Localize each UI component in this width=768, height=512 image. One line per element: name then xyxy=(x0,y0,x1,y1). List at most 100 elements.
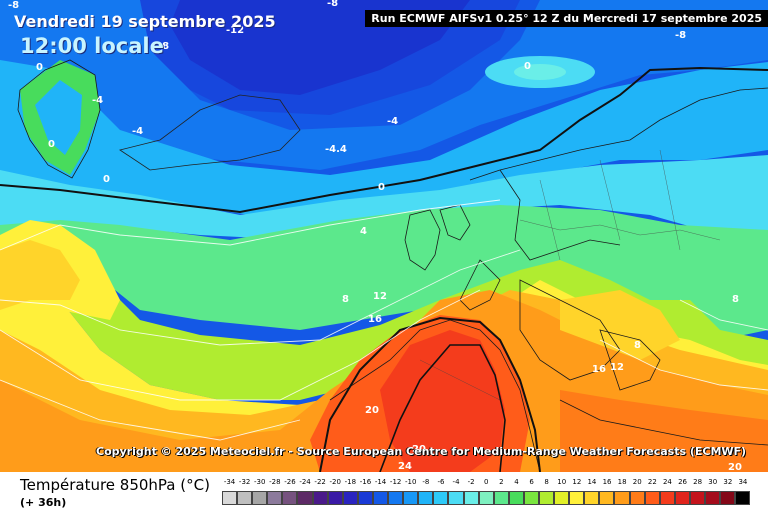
legend-swatch xyxy=(644,491,660,505)
contour-label: 0 xyxy=(36,62,43,73)
legend-tick-label: 20 xyxy=(632,478,642,486)
band-16-west xyxy=(0,240,80,310)
legend-swatch xyxy=(237,491,253,505)
copyright-notice: Copyright © 2025 Meteociel.fr - Source E… xyxy=(96,445,747,458)
parameter-title: Température 850hPa (°C) xyxy=(20,476,210,494)
svalbard-cold-pool-core xyxy=(514,64,566,80)
legend-swatch xyxy=(659,491,675,505)
contour-label: 0 xyxy=(524,61,531,72)
band-20-east xyxy=(560,390,768,472)
legend-swatch xyxy=(705,491,721,505)
legend-swatch xyxy=(735,491,751,505)
legend-tick-label: -6 xyxy=(437,478,445,486)
legend-swatch xyxy=(388,491,404,505)
contour-label: -8 xyxy=(327,0,338,9)
contour-label: 8 xyxy=(342,294,349,305)
band-16-east xyxy=(560,290,680,360)
band-26-hot-core xyxy=(380,330,505,472)
legend-tick-label: 6 xyxy=(529,478,534,486)
legend-tick-label: -22 xyxy=(314,478,326,486)
legend-swatch xyxy=(463,491,479,505)
legend-swatch xyxy=(267,491,283,505)
legend-swatch xyxy=(478,491,494,505)
contour-label: 20 xyxy=(728,462,742,472)
contour-label: 16 xyxy=(592,364,606,375)
legend-swatch xyxy=(538,491,555,505)
contour-label: -8 xyxy=(8,0,19,11)
band-minus8 xyxy=(0,0,768,170)
legend-tick-label: 26 xyxy=(678,478,687,486)
legend-tick-labels: -34 -32 -30 -28 -26 -24 -22 -20 -18 -16 -14 -12 -10-… xyxy=(222,478,752,490)
legend-tick-label: -10 xyxy=(405,478,417,486)
legend-tick-label: -8 xyxy=(422,478,430,486)
legend-swatch xyxy=(418,491,434,505)
legend-tick-label: 4 xyxy=(514,478,519,486)
legend-swatch xyxy=(508,491,524,505)
band-minus10-ring xyxy=(140,0,520,115)
isotherm-20-thick xyxy=(319,316,541,472)
legend-tick-label: 8 xyxy=(544,478,549,486)
legend-swatch xyxy=(448,491,464,505)
contour-label: -4 xyxy=(92,95,103,106)
legend-tick-label: -34 xyxy=(223,478,236,486)
band-0 xyxy=(0,155,768,240)
legend-tick-label: 14 xyxy=(587,478,597,486)
legend-swatch xyxy=(403,491,419,505)
color-scale-legend xyxy=(222,491,751,507)
legend-swatch xyxy=(252,491,268,505)
legend-tick-label: -26 xyxy=(284,478,296,486)
country-borders xyxy=(419,149,721,401)
band-minus4 xyxy=(0,60,768,215)
contour-label: 4 xyxy=(360,226,367,237)
legend-swatch xyxy=(493,491,509,505)
legend-tick-label: 22 xyxy=(647,478,657,486)
contour-label: 20 xyxy=(365,405,379,416)
legend-tick-label: 2 xyxy=(499,478,504,486)
legend-tick-label: -20 xyxy=(329,478,341,486)
legend-swatch xyxy=(569,491,585,505)
legend-tick-label: -30 xyxy=(254,478,266,486)
contour-label: 0 xyxy=(48,139,55,150)
legend-swatch xyxy=(297,491,313,505)
legend-tick-label: -14 xyxy=(374,478,387,486)
legend-swatch xyxy=(629,491,645,505)
contour-label: -8 xyxy=(675,30,686,41)
legend-swatch xyxy=(614,491,630,505)
contour-label: -4 xyxy=(387,116,398,127)
contour-label: 24 xyxy=(398,461,412,472)
legend-tick-label: -12 xyxy=(389,478,402,486)
legend-tick-label: 24 xyxy=(662,478,672,486)
band-8 xyxy=(0,245,768,400)
legend-swatch xyxy=(357,491,373,505)
legend-tick-label: 28 xyxy=(693,478,703,486)
legend-tick-label: -4 xyxy=(452,478,460,486)
contour-label: 8 xyxy=(634,340,641,351)
legend-tick-label: 0 xyxy=(484,478,489,486)
contour-label: 0 xyxy=(378,182,385,193)
contour-label: 8 xyxy=(732,294,739,305)
legend-swatch xyxy=(689,491,705,505)
forecast-local-time: 12:00 locale xyxy=(20,34,164,58)
legend-swatch xyxy=(433,491,449,505)
legend-tick-label: 10 xyxy=(557,478,567,486)
contour-label: 12 xyxy=(373,291,387,302)
isotherm-24-thick xyxy=(379,344,506,472)
temperature-map: -8 -8 -8 -12 -8 0 -4 0 -4 -4 -4.4 0 0 0 … xyxy=(0,0,768,472)
legend-tick-label: 18 xyxy=(617,478,627,486)
legend-tick-label: -28 xyxy=(269,478,281,486)
legend-tick-label: 12 xyxy=(572,478,582,486)
band-4 xyxy=(0,205,768,340)
legend-tick-label: 16 xyxy=(602,478,612,486)
legend-tick-label: -24 xyxy=(299,478,311,486)
forecast-date: Vendredi 19 septembre 2025 xyxy=(14,12,276,31)
legend-tick-label: -16 xyxy=(359,478,372,486)
legend-swatch xyxy=(554,491,570,505)
model-run-info: Run ECMWF AIFSv1 0.25° 12 Z du Mercredi … xyxy=(365,10,768,27)
legend-swatch xyxy=(372,491,389,505)
contour-label: 20 xyxy=(412,444,426,455)
contour-label: -8 xyxy=(158,41,169,52)
contour-label: 16 xyxy=(368,314,382,325)
legend-swatch xyxy=(599,491,615,505)
contour-label: -12 xyxy=(226,25,244,36)
